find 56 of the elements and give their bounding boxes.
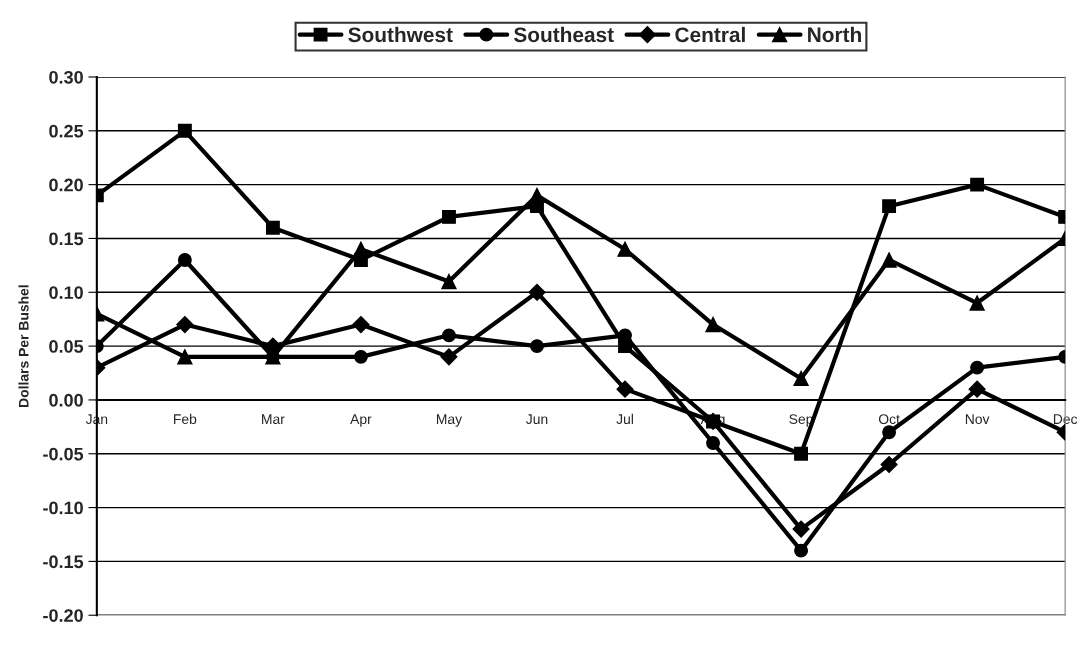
y-tick-label: 0.10	[49, 286, 83, 299]
point	[970, 360, 985, 375]
point	[793, 370, 809, 387]
x-tick-label: Jul	[616, 413, 633, 425]
point	[442, 328, 456, 343]
y-tick-label: -0.20	[43, 609, 83, 622]
point	[794, 446, 809, 461]
y-tick-label: -0.15	[43, 555, 84, 569]
x-tick-label: Mar	[262, 414, 285, 425]
point	[177, 253, 192, 267]
point	[616, 380, 634, 398]
x-tick-label: Feb	[174, 413, 197, 425]
point	[705, 316, 721, 333]
y-tick-label: 0.30	[49, 70, 83, 84]
point	[176, 316, 194, 334]
point	[529, 187, 545, 204]
y-tick-label: -0.05	[43, 447, 84, 461]
x-tick-label: Dec	[1053, 414, 1078, 425]
y-tick-label: 0.25	[49, 124, 84, 138]
point	[880, 455, 898, 474]
point	[881, 252, 897, 268]
point	[968, 380, 986, 398]
y-axis-title: Dollars Per Bushel	[18, 285, 29, 407]
point	[440, 348, 458, 366]
point	[882, 199, 897, 214]
point	[617, 241, 633, 257]
point	[441, 273, 457, 290]
y-tick-label: -0.10	[43, 501, 83, 515]
x-tick-label: May	[436, 414, 463, 427]
point	[969, 295, 985, 311]
point	[882, 425, 897, 440]
point	[352, 316, 370, 334]
point	[177, 123, 192, 138]
point	[792, 520, 810, 538]
point	[353, 349, 368, 364]
x-tick-label: Apr	[350, 414, 372, 427]
point	[970, 177, 985, 192]
point	[528, 283, 546, 301]
point	[353, 241, 369, 257]
x-tick-label: Oct	[878, 414, 900, 425]
x-tick-label: Nov	[965, 414, 990, 425]
legend-label: Southeast	[513, 26, 614, 43]
point	[530, 339, 544, 354]
y-tick-label: 0.15	[49, 232, 84, 246]
point	[442, 209, 456, 224]
legend-label: Central	[675, 26, 745, 43]
point	[706, 436, 720, 450]
point	[794, 543, 809, 558]
x-tick-label: Jun	[526, 414, 548, 425]
y-tick-label: 0.05	[49, 340, 84, 353]
y-tick-label: 0.20	[49, 178, 83, 192]
point	[265, 220, 280, 235]
y-tick-label: 0.00	[49, 393, 83, 407]
legend-label: Southwest	[348, 26, 453, 43]
legend-label: North	[808, 26, 861, 43]
point	[177, 349, 193, 365]
